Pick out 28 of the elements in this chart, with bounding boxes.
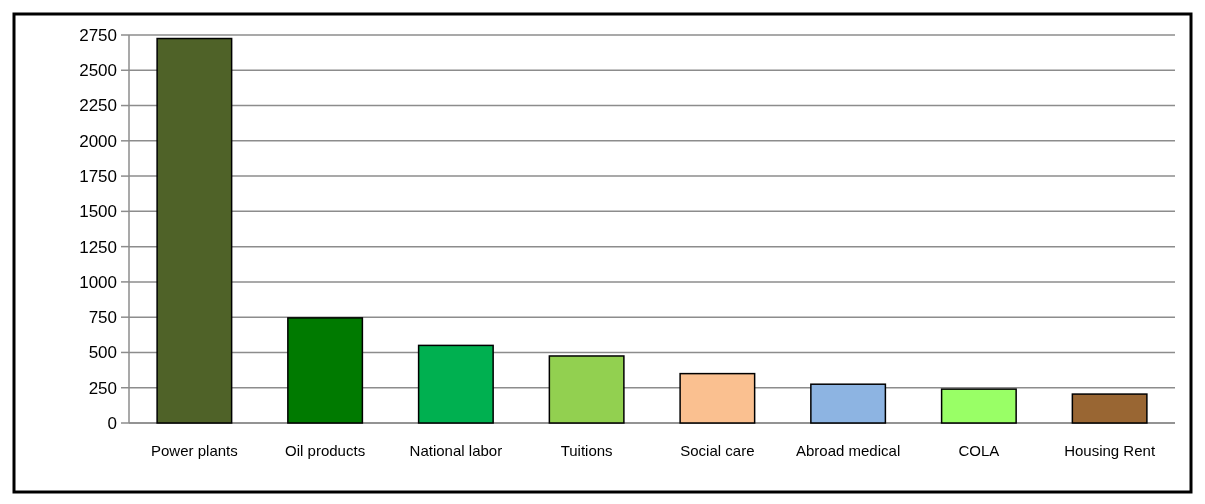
bar bbox=[940, 388, 1017, 424]
bar bbox=[156, 37, 233, 424]
y-tick-label: 0 bbox=[107, 413, 117, 433]
y-tick-label: 2000 bbox=[79, 131, 117, 151]
y-tick-label: 250 bbox=[88, 378, 117, 398]
y-tick-label: 1500 bbox=[79, 202, 117, 222]
bar bbox=[1071, 393, 1148, 424]
bar bbox=[810, 383, 887, 424]
x-tick-label: Oil products bbox=[285, 442, 366, 459]
y-tick-label: 750 bbox=[88, 308, 117, 328]
y-tick-label: 2250 bbox=[79, 96, 117, 116]
bar bbox=[287, 317, 364, 424]
x-tick-label: COLA bbox=[958, 442, 1000, 459]
y-tick-label: 2500 bbox=[79, 61, 117, 81]
y-tick-label: 1000 bbox=[79, 272, 117, 292]
bar bbox=[548, 355, 625, 424]
bar bbox=[417, 344, 494, 424]
x-tick-label: Power plants bbox=[151, 442, 238, 459]
x-tick-label: Tuitions bbox=[560, 442, 613, 459]
x-tick-label: Abroad medical bbox=[796, 442, 901, 459]
y-tick-label: 500 bbox=[88, 343, 117, 363]
y-tick-label: 1250 bbox=[79, 237, 117, 257]
x-tick-label: Housing Rent bbox=[1064, 442, 1156, 459]
y-tick-label: 2750 bbox=[79, 25, 117, 45]
bar bbox=[679, 372, 756, 424]
x-tick-label: Social care bbox=[680, 442, 755, 459]
y-tick-label: 1750 bbox=[79, 167, 117, 187]
x-tick-label: National labor bbox=[409, 442, 503, 459]
